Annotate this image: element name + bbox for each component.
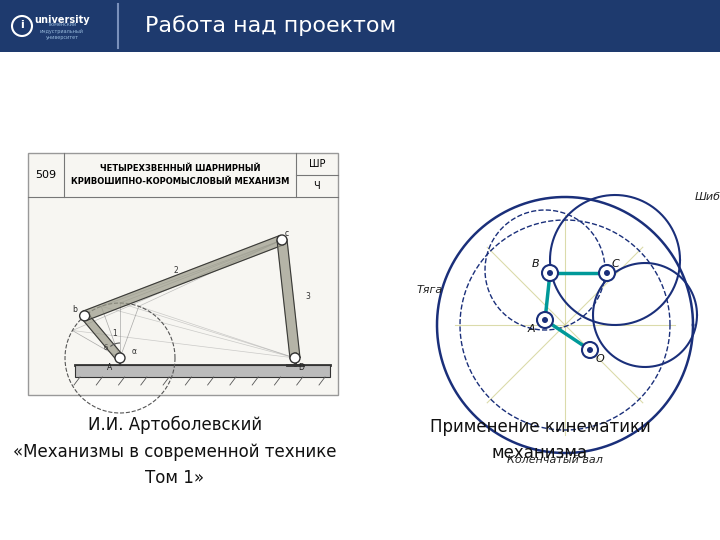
Polygon shape	[81, 313, 123, 361]
Text: ШР: ШР	[309, 159, 325, 169]
Text: c: c	[285, 229, 289, 238]
Bar	[28, 153, 338, 395]
Text: D: D	[298, 363, 304, 372]
Text: O: O	[595, 354, 604, 364]
Circle shape	[542, 265, 558, 281]
Text: ЧЕТЫРЕХЗВЕННЫЙ ШАРНИРНЫЙ
КРИВОШИПНО-КОРОМЫСЛОВЫЙ МЕХАНИЗМ: ЧЕТЫРЕХЗВЕННЫЙ ШАРНИРНЫЙ КРИВОШИПНО-КОРО…	[71, 164, 289, 186]
Text: И.И. Артоболевский: И.И. Артоболевский	[88, 416, 262, 434]
Circle shape	[587, 347, 593, 353]
Text: A: A	[107, 363, 112, 372]
Text: i: i	[20, 20, 24, 30]
Polygon shape	[83, 235, 284, 321]
Text: «Механизмы в современной технике
Том 1»: «Механизмы в современной технике Том 1»	[13, 443, 337, 487]
Text: Ч: Ч	[314, 181, 320, 191]
Circle shape	[115, 353, 125, 363]
Circle shape	[277, 235, 287, 245]
Polygon shape	[277, 239, 300, 359]
Text: 1: 1	[112, 329, 117, 338]
Text: 2: 2	[174, 266, 178, 275]
Circle shape	[582, 342, 598, 358]
Text: university: university	[34, 15, 90, 25]
Text: Шибер: Шибер	[695, 192, 720, 202]
Text: Применение кинематики
механизма: Применение кинематики механизма	[430, 418, 650, 462]
Circle shape	[80, 311, 90, 321]
Text: C: C	[611, 259, 619, 269]
Text: 509: 509	[35, 170, 57, 180]
Text: 3: 3	[305, 292, 310, 301]
Text: A: A	[527, 324, 535, 334]
Circle shape	[604, 270, 610, 276]
Circle shape	[542, 317, 548, 323]
Text: Тюменский
индустриальный
университет: Тюменский индустриальный университет	[40, 22, 84, 40]
Circle shape	[537, 312, 553, 328]
Circle shape	[290, 353, 300, 363]
Circle shape	[547, 270, 553, 276]
Text: b: b	[72, 305, 77, 314]
Bar	[0, 0, 720, 52]
Text: Работа над проектом: Работа над проектом	[145, 16, 396, 36]
Text: Коленчатый вал: Коленчатый вал	[507, 455, 603, 465]
Bar	[75, 365, 330, 377]
Circle shape	[599, 265, 615, 281]
Text: Тяга: Тяга	[417, 285, 444, 295]
Text: B: B	[532, 259, 540, 269]
Text: б: б	[104, 345, 108, 351]
Text: α: α	[132, 347, 137, 356]
